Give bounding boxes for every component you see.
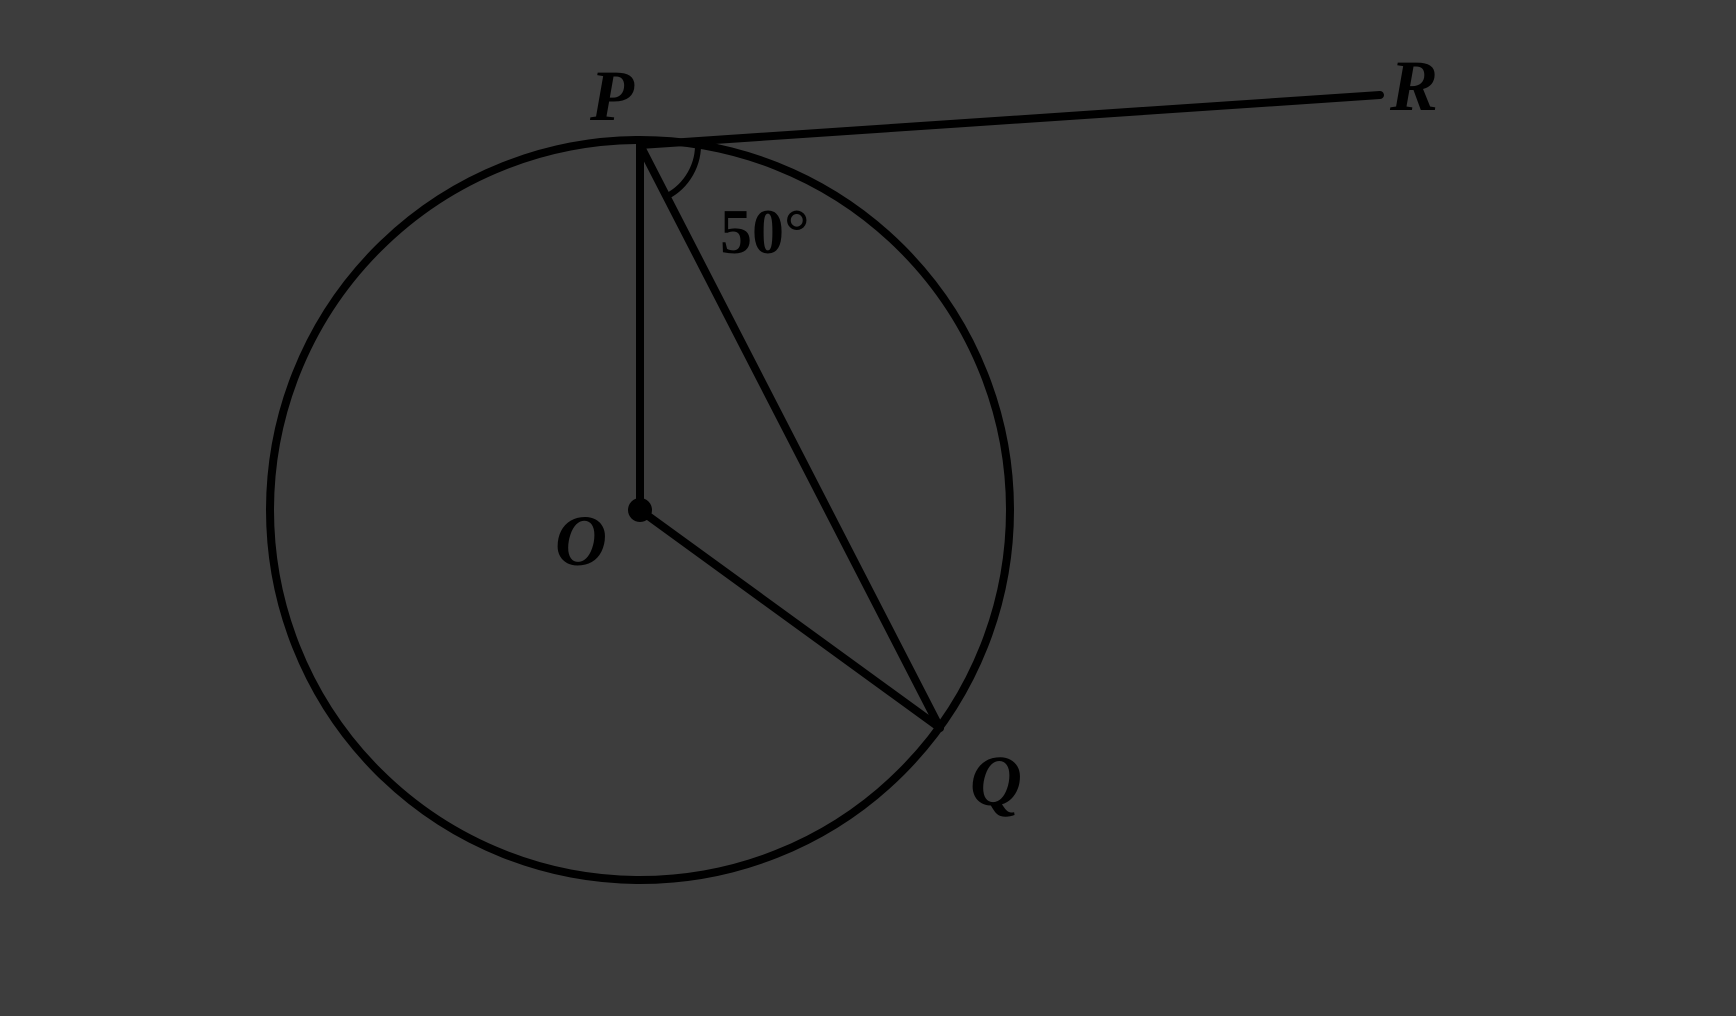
diagram-svg [0,0,1736,1016]
point-label-O: O [555,500,607,583]
geometry-diagram: P R O Q 50° [0,0,1736,1016]
point-label-Q: Q [970,740,1022,823]
point-label-P: P [590,55,634,138]
point-label-R: R [1390,45,1438,128]
angle-label: 50° [720,195,810,269]
